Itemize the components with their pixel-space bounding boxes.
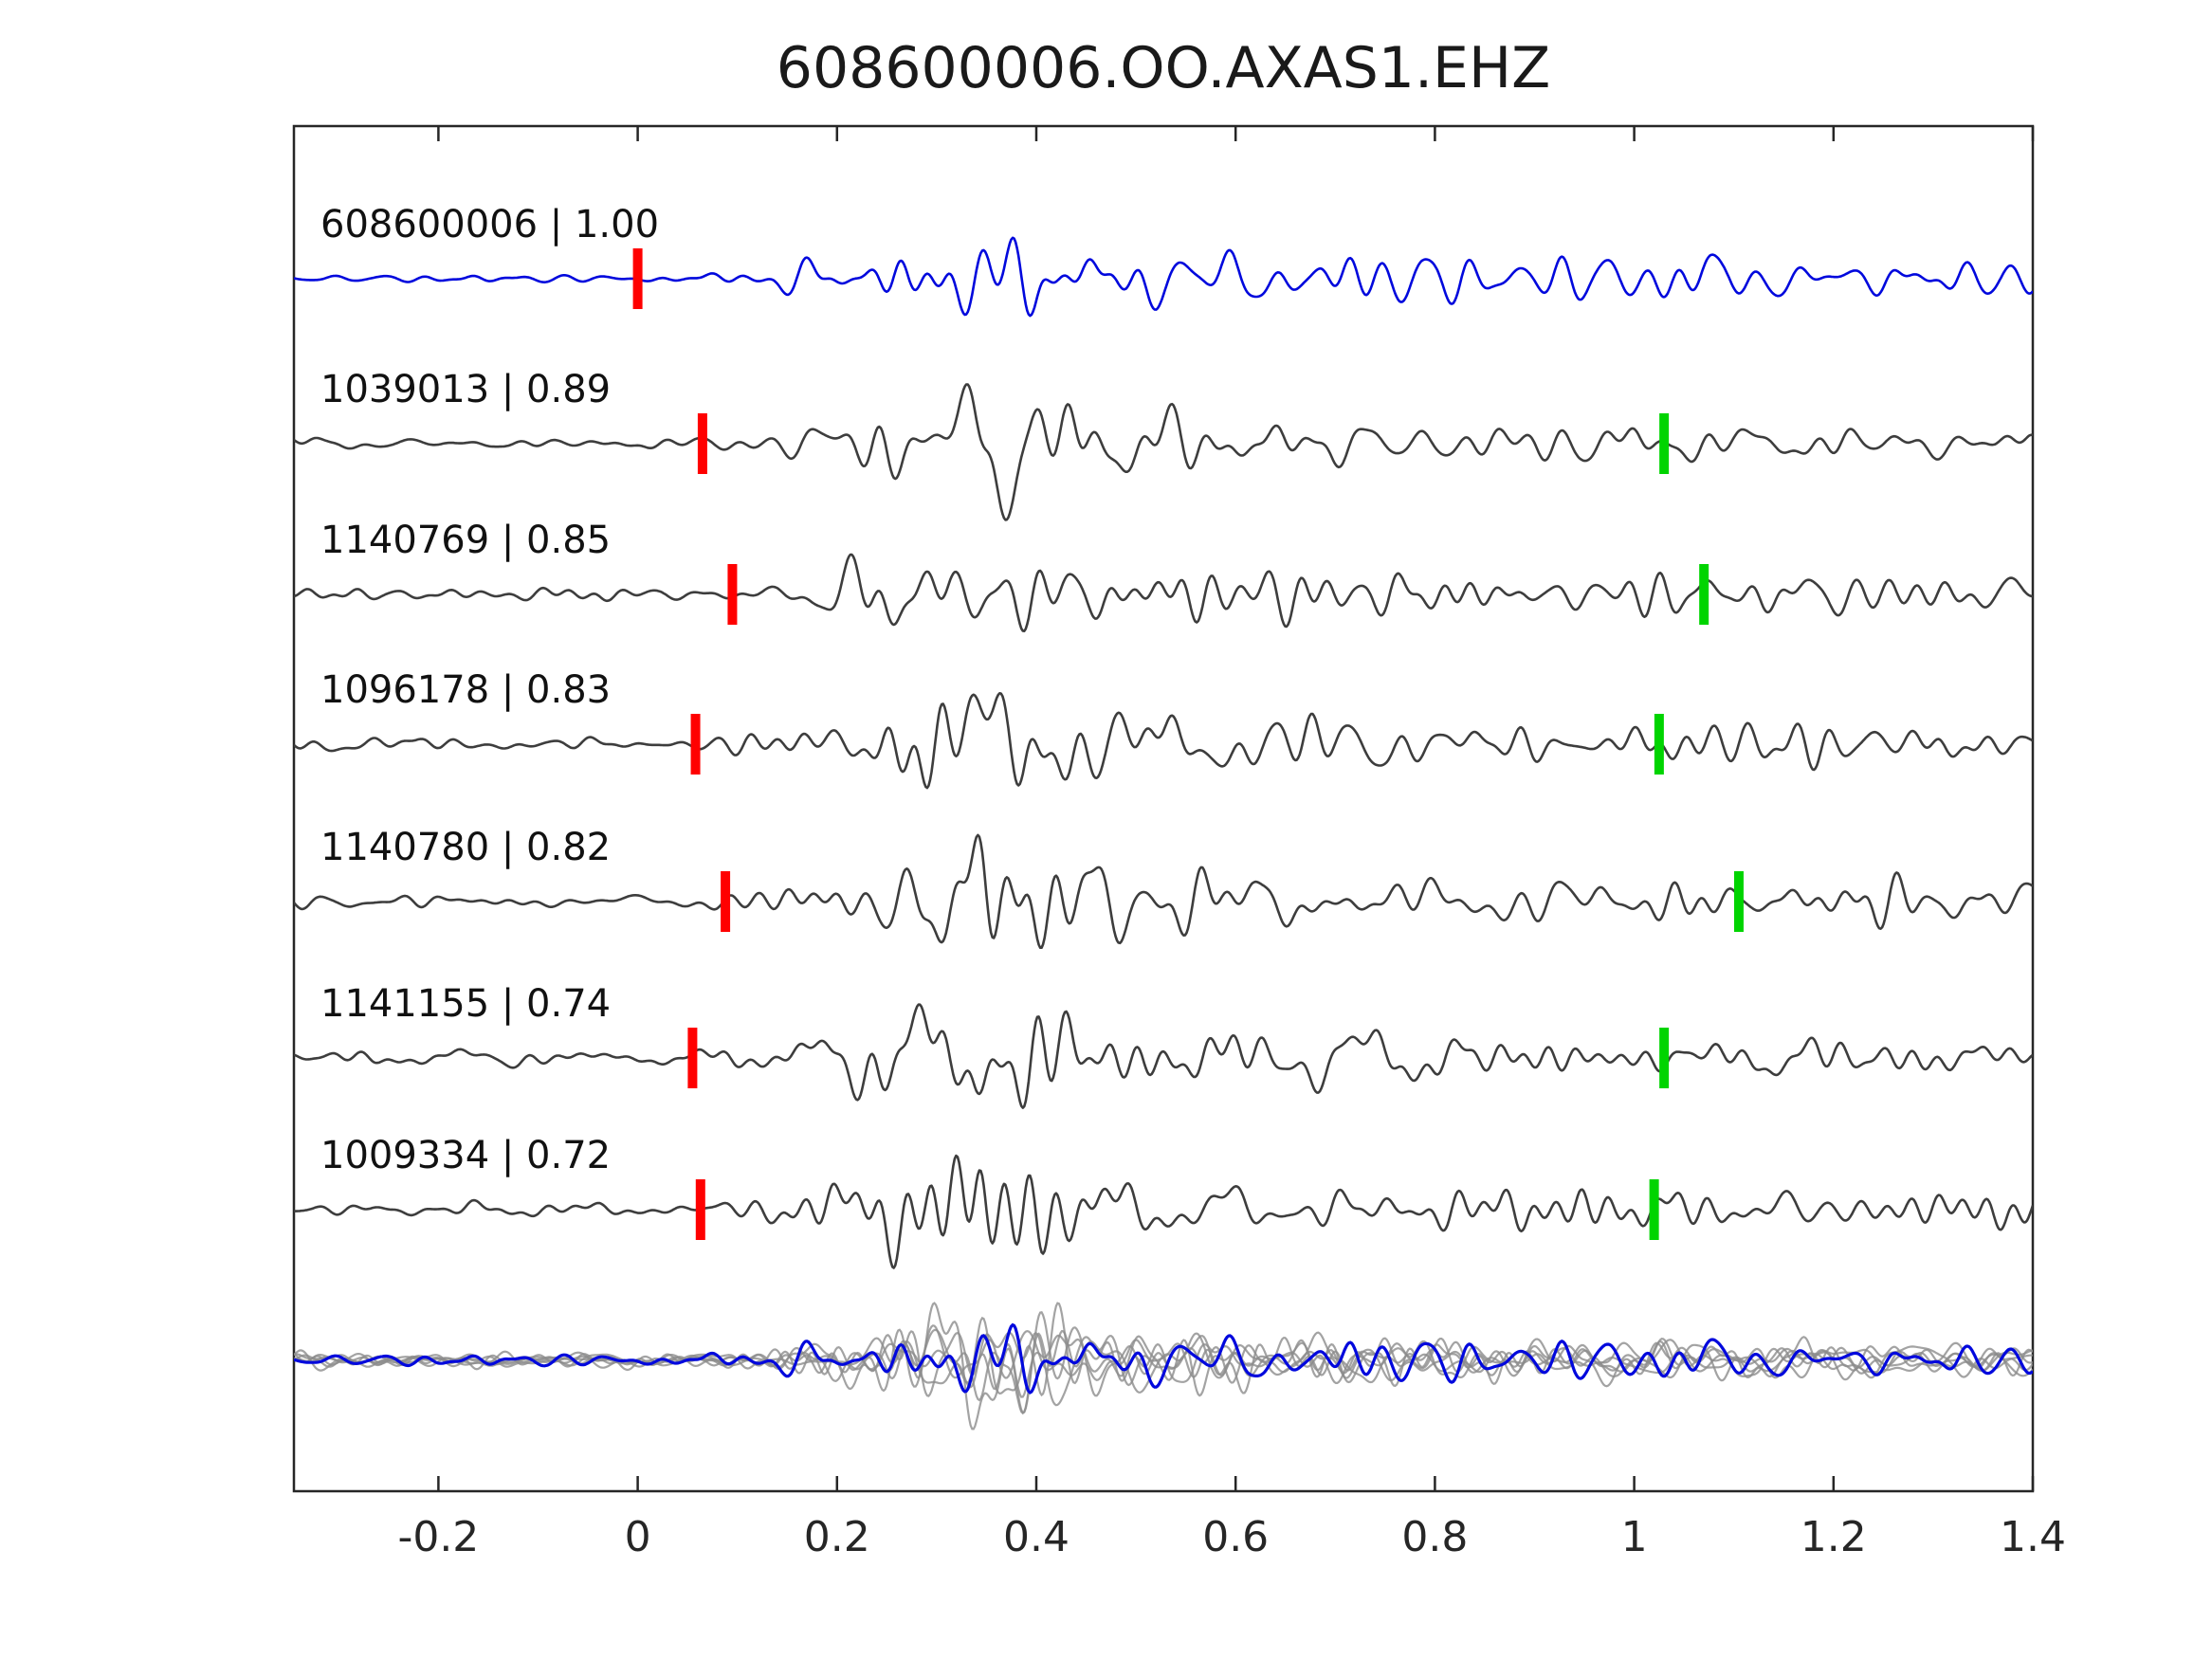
- overlay-highlight-trace: [294, 1322, 2033, 1395]
- red-pick-marker: [690, 714, 701, 775]
- overlay-gray-trace: [294, 1330, 2033, 1398]
- x-tick-label: 1.4: [2000, 1513, 2066, 1561]
- waveform-trace-1140769: [294, 553, 2033, 632]
- trace-label: 1096178 | 0.83: [320, 668, 611, 712]
- x-tick-label: 0.8: [1401, 1513, 1468, 1561]
- green-pick-marker: [1649, 1179, 1659, 1240]
- x-tick-label: 0: [625, 1513, 651, 1561]
- waveform-trace-1009334: [294, 1154, 2033, 1269]
- overlay-gray-trace: [294, 1324, 2033, 1393]
- trace-label: 1141155 | 0.74: [320, 982, 611, 1026]
- trace-label: 1140780 | 0.82: [320, 826, 611, 869]
- green-pick-marker: [1733, 871, 1744, 932]
- trace-label: 608600006 | 1.00: [320, 203, 659, 246]
- trace-label: 1009334 | 0.72: [320, 1134, 611, 1177]
- plot-frame: [292, 124, 2035, 1493]
- waveform-trace-1039013: [294, 383, 2033, 521]
- red-pick-marker: [697, 413, 707, 474]
- red-pick-marker: [727, 564, 738, 625]
- red-pick-marker: [632, 248, 643, 309]
- green-pick-marker: [1699, 564, 1709, 625]
- x-tick-label: 0.6: [1202, 1513, 1269, 1561]
- x-tick-label: 0.2: [804, 1513, 870, 1561]
- trace-label: 1140769 | 0.85: [320, 519, 611, 562]
- plot-area: -0.2 0 0.2 0.4 0.6 0.8 1 1.2 1.4 608600006 | 1.00…: [292, 124, 2066, 1561]
- green-pick-marker: [1659, 1028, 1670, 1088]
- red-pick-marker: [687, 1028, 698, 1088]
- waveform-trace-1141155: [294, 1003, 2033, 1109]
- green-pick-marker: [1654, 714, 1664, 775]
- red-pick-marker: [695, 1179, 705, 1240]
- waveform-trace-608600006: [294, 236, 2033, 318]
- x-tick-label: 0.4: [1003, 1513, 1069, 1561]
- waveform-trace-1096178: [294, 692, 2033, 790]
- green-pick-marker: [1659, 413, 1670, 474]
- x-tick-label: -0.2: [397, 1513, 479, 1561]
- trace-label: 1039013 | 0.89: [320, 368, 611, 411]
- x-tick-label: 1.2: [1801, 1513, 1867, 1561]
- red-pick-marker: [721, 871, 731, 932]
- x-tick-label: 1: [1621, 1513, 1648, 1561]
- figure-title: 608600006.OO.AXAS1.EHZ: [777, 35, 1550, 101]
